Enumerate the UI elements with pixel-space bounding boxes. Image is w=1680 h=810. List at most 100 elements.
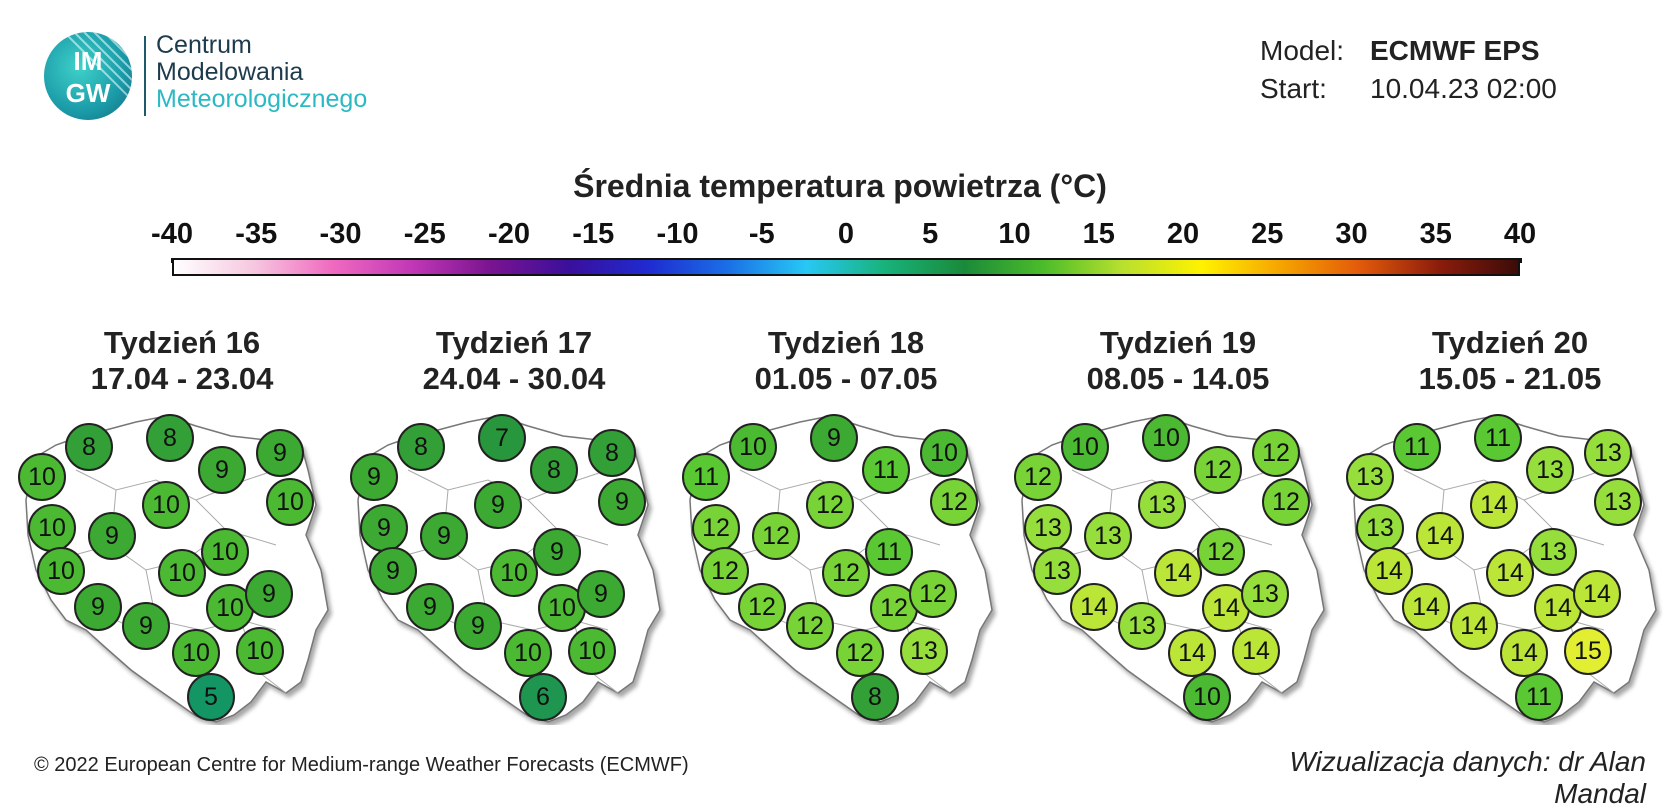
temperature-marker: 9 bbox=[474, 481, 522, 529]
week-date-range: 15.05 - 21.05 bbox=[1418, 361, 1602, 396]
temperature-marker: 13 bbox=[1241, 570, 1289, 618]
temperature-marker: 9 bbox=[406, 583, 454, 631]
legend-tick-label: -20 bbox=[488, 218, 530, 250]
temperature-marker: 10 bbox=[37, 547, 85, 595]
logo-letters-bottom: GW bbox=[65, 78, 111, 108]
temperature-marker: 10 bbox=[920, 429, 968, 477]
temperature-marker: 9 bbox=[122, 602, 170, 650]
temperature-marker: 11 bbox=[1474, 414, 1522, 462]
temperature-marker: 14 bbox=[1168, 629, 1216, 677]
temperature-marker: 13 bbox=[1024, 504, 1072, 552]
week-map-panel: Tydzień 17 24.04 - 30.04 9 8 7 8 8 9 9 9 9 9 9 10 9 10 9… bbox=[348, 325, 680, 725]
legend-tick-label: 5 bbox=[922, 218, 939, 250]
region-border bbox=[527, 469, 609, 501]
temperature-marker: 12 bbox=[738, 583, 786, 631]
temperature-marker: 13 bbox=[1584, 429, 1632, 477]
temperature-marker: 15 bbox=[1564, 627, 1612, 675]
temperature-marker: 10 bbox=[1061, 423, 1109, 471]
model-value: ECMWF EPS bbox=[1370, 35, 1540, 66]
region-border bbox=[1191, 469, 1273, 501]
temperature-marker: 10 bbox=[729, 423, 777, 471]
temperature-marker: 10 bbox=[158, 549, 206, 597]
temperature-marker: 9 bbox=[245, 570, 293, 618]
legend-tick-label: -30 bbox=[319, 218, 362, 250]
legend-tick-label: -35 bbox=[235, 218, 278, 250]
week-title: Tydzień 20 bbox=[1431, 325, 1589, 360]
imgw-logo: IM GW Centrum Modelowania Meteorologiczn… bbox=[44, 30, 424, 125]
week-date-range: 24.04 - 30.04 bbox=[422, 361, 606, 396]
temperature-marker: 8 bbox=[851, 673, 899, 721]
region-border bbox=[739, 469, 891, 531]
week-title: Tydzień 17 bbox=[435, 325, 593, 360]
temperature-marker: 8 bbox=[530, 446, 578, 494]
legend-tick-label: 25 bbox=[1251, 218, 1284, 250]
temperature-colorbar bbox=[172, 258, 1520, 276]
temperature-marker: 12 bbox=[836, 629, 884, 677]
temperature-marker: 11 bbox=[1515, 673, 1563, 721]
region-border bbox=[1523, 469, 1605, 501]
week-map-panel: Tydzień 20 15.05 - 21.05 13 11 11 13 13 13 13 14 1… bbox=[1344, 325, 1676, 725]
start-value: 10.04.23 02:00 bbox=[1370, 73, 1557, 104]
temperature-marker: 9 bbox=[350, 453, 398, 501]
temperature-marker: 9 bbox=[88, 512, 136, 560]
logo-letters-top: IM bbox=[73, 46, 103, 76]
temperature-marker: 9 bbox=[533, 528, 581, 576]
legend-tick-label: -25 bbox=[403, 218, 446, 250]
temperature-marker: 14 bbox=[1450, 602, 1498, 650]
org-name-line2: Modelowania bbox=[156, 58, 304, 86]
temperature-marker: 9 bbox=[454, 602, 502, 650]
temperature-marker: 10 bbox=[206, 584, 254, 632]
temperature-marker: 13 bbox=[1118, 602, 1166, 650]
start-label: Start: bbox=[1260, 73, 1327, 104]
temperature-marker: 10 bbox=[28, 504, 76, 552]
region-border bbox=[1403, 469, 1555, 531]
legend-tick-label: -15 bbox=[572, 218, 615, 250]
temperature-marker: 10 bbox=[504, 629, 552, 677]
temperature-marker: 12 bbox=[701, 547, 749, 595]
week-title: Tydzień 18 bbox=[767, 325, 925, 360]
temperature-marker: 8 bbox=[588, 429, 636, 477]
temperature-marker: 12 bbox=[1197, 528, 1245, 576]
temperature-marker: 13 bbox=[1084, 512, 1132, 560]
temperature-marker: 12 bbox=[1252, 429, 1300, 477]
temperature-marker: 13 bbox=[1346, 453, 1394, 501]
legend-tick-label: 20 bbox=[1166, 218, 1200, 250]
temperature-marker: 14 bbox=[1365, 547, 1413, 595]
visualization-credit: Wizualizacja danych: dr Alan Mandal bbox=[1289, 746, 1646, 809]
region-border bbox=[195, 469, 277, 501]
legend-tick-label: 35 bbox=[1419, 218, 1452, 250]
temperature-marker: 10 bbox=[568, 627, 616, 675]
legend-tick-label: 30 bbox=[1335, 218, 1368, 250]
temperature-marker: 14 bbox=[1573, 570, 1621, 618]
week-date-range: 17.04 - 23.04 bbox=[90, 361, 274, 396]
legend-tick-label: -5 bbox=[748, 218, 775, 250]
temperature-marker: 12 bbox=[930, 478, 978, 526]
temperature-marker: 12 bbox=[1014, 453, 1062, 501]
temperature-marker: 13 bbox=[1356, 504, 1404, 552]
temperature-marker: 12 bbox=[786, 602, 834, 650]
week-map-panel: Tydzień 19 08.05 - 14.05 12 10 10 12 12 12 13 13 1… bbox=[1012, 325, 1344, 725]
temperature-marker: 10 bbox=[236, 627, 284, 675]
imgw-emblem: IM GW bbox=[44, 32, 132, 120]
org-name-line3: Meteorologicznego bbox=[156, 85, 368, 113]
temperature-marker: 13 bbox=[1526, 446, 1574, 494]
temperature-marker: 13 bbox=[1594, 478, 1642, 526]
temperature-marker: 12 bbox=[806, 481, 854, 529]
temperature-marker: 10 bbox=[201, 528, 249, 576]
legend-tick-label: -10 bbox=[656, 218, 699, 250]
temperature-marker: 10 bbox=[18, 453, 66, 501]
temperature-marker: 14 bbox=[1470, 481, 1518, 529]
temperature-marker: 12 bbox=[822, 549, 870, 597]
temperature-marker: 10 bbox=[1142, 414, 1190, 462]
temperature-marker: 8 bbox=[397, 423, 445, 471]
temperature-marker: 14 bbox=[1070, 583, 1118, 631]
temperature-marker: 11 bbox=[862, 446, 910, 494]
temperature-marker: 9 bbox=[577, 570, 625, 618]
temperature-marker: 7 bbox=[478, 414, 526, 462]
week-title: Tydzień 16 bbox=[103, 325, 261, 360]
legend-tick-label: 40 bbox=[1503, 218, 1537, 250]
temperature-marker: 10 bbox=[266, 478, 314, 526]
temperature-marker: 12 bbox=[692, 504, 740, 552]
temperature-marker: 9 bbox=[420, 512, 468, 560]
temperature-marker: 9 bbox=[598, 478, 646, 526]
